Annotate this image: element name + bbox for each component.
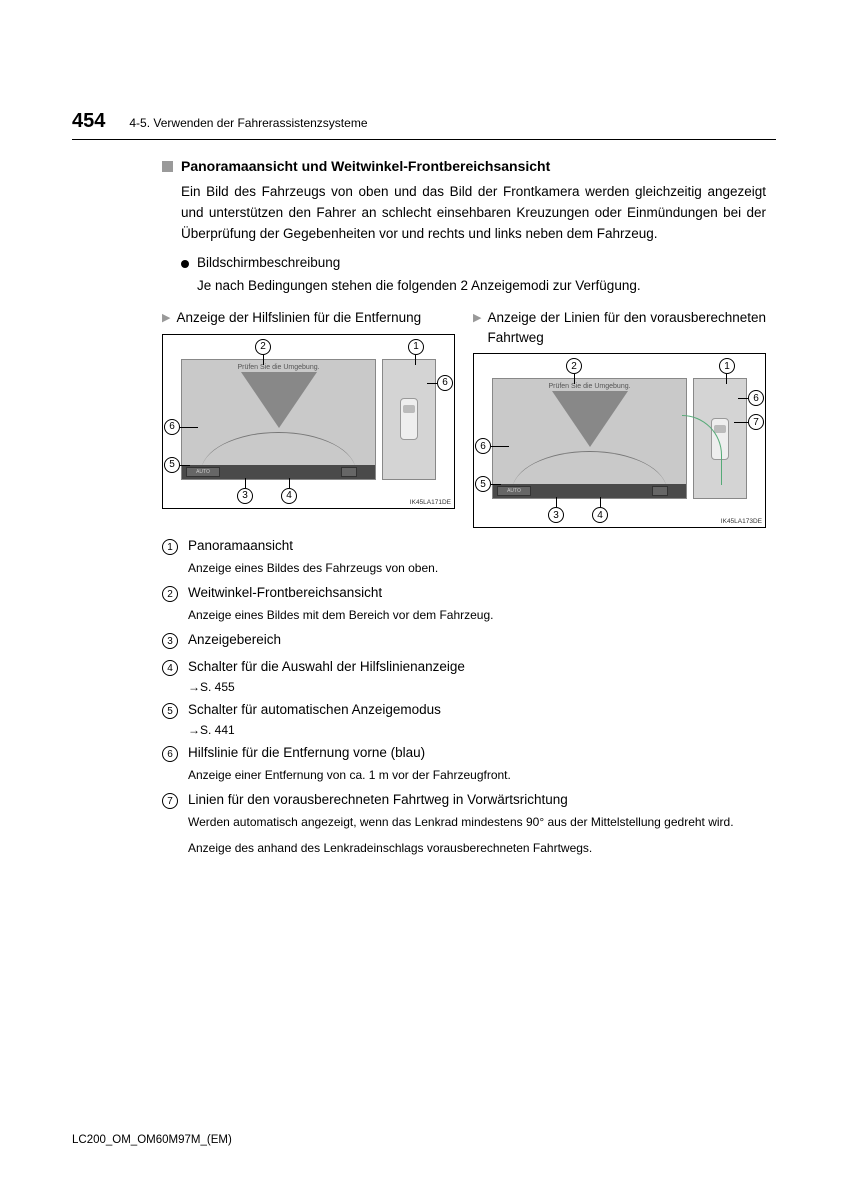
camera-screen: Prüfen Sie die Umgebung. AUTO [492, 378, 687, 499]
legend-item: 6 Hilfslinie für die Entfernung vorne (b… [162, 745, 766, 762]
legend-item: 1 Panoramaansicht [162, 538, 766, 555]
callout-1: 1 [719, 358, 735, 374]
callout-line [574, 374, 575, 384]
diagram-left: Prüfen Sie die Umgebung. AUTO 2 1 [162, 334, 455, 509]
right-column: ▶ Anzeige der Linien für den vorausberec… [473, 308, 766, 528]
callout-6b: 6 [164, 419, 180, 435]
callout-line [738, 398, 748, 399]
page-header: 454 4-5. Verwenden der Fahrerassistenzsy… [72, 110, 776, 140]
car-icon [400, 398, 418, 440]
section-title: Panoramaansicht und Weitwinkel-Frontbere… [162, 158, 766, 174]
legend-number: 2 [162, 586, 178, 602]
intro-paragraph: Ein Bild des Fahrzeugs von oben und das … [181, 182, 766, 245]
fov-shape [552, 391, 628, 447]
callout-1: 1 [408, 339, 424, 355]
legend-number: 6 [162, 746, 178, 762]
right-caption: Anzeige der Linien für den vorausberechn… [487, 308, 766, 347]
callout-7: 7 [748, 414, 764, 430]
square-bullet-icon [162, 161, 173, 172]
callout-6b: 6 [475, 438, 491, 454]
callout-6: 6 [437, 375, 453, 391]
legend-title: Weitwinkel-Frontbereichsansicht [188, 585, 382, 600]
callout-3: 3 [237, 488, 253, 504]
sub-text: Je nach Bedingungen stehen die folgenden… [197, 276, 766, 296]
callout-line [180, 427, 198, 428]
callout-line [734, 422, 748, 423]
legend-ref: →S. 441 [188, 723, 766, 737]
callout-line [491, 446, 509, 447]
legend-title: Linien für den vorausberechneten Fahrtwe… [188, 792, 568, 807]
legend-item: 4 Schalter für die Auswahl der Hilfslini… [162, 659, 766, 676]
legend-number: 3 [162, 633, 178, 649]
callout-line [726, 374, 727, 384]
callout-line [427, 383, 437, 384]
title-text: Panoramaansicht und Weitwinkel-Frontbere… [181, 158, 550, 174]
legend-desc: Anzeige des anhand des Lenkradeinschlags… [188, 839, 766, 857]
legend-ref: →S. 455 [188, 680, 766, 694]
callout-line [415, 355, 416, 365]
panorama-pane [693, 378, 747, 499]
screen-overlay-text: Prüfen Sie die Umgebung. [493, 383, 686, 390]
triangle-icon: ▶ [473, 311, 481, 324]
callout-line [491, 484, 501, 485]
screen-overlay-text: Prüfen Sie die Umgebung. [182, 364, 375, 371]
callout-line [180, 465, 190, 466]
legend-number: 5 [162, 703, 178, 719]
camera-screen: Prüfen Sie die Umgebung. AUTO [181, 359, 376, 480]
legend-number: 7 [162, 793, 178, 809]
callout-6: 6 [748, 390, 764, 406]
legend-title: Panoramaansicht [188, 538, 293, 553]
callout-line [263, 355, 264, 365]
legend-item: 5 Schalter für automatischen Anzeigemodu… [162, 702, 766, 719]
legend-title: Hilfslinie für die Entfernung vorne (bla… [188, 745, 425, 760]
fov-shape [241, 372, 317, 428]
callout-2: 2 [255, 339, 271, 355]
round-bullet-icon [181, 260, 189, 268]
legend-number: 4 [162, 660, 178, 676]
auto-button: AUTO [497, 486, 531, 496]
triangle-icon: ▶ [162, 311, 170, 324]
callout-line [600, 497, 601, 507]
auto-button: AUTO [186, 467, 220, 477]
legend-desc: Anzeige einer Entfernung von ca. 1 m vor… [188, 766, 766, 784]
callout-4: 4 [592, 507, 608, 523]
legend-item: 3 Anzeigebereich [162, 632, 766, 649]
callout-line [556, 497, 557, 507]
mode-button [341, 467, 357, 477]
mode-button [652, 486, 668, 496]
callout-2: 2 [566, 358, 582, 374]
legend-desc: Anzeige eines Bildes mit dem Bereich vor… [188, 606, 766, 624]
legend-item: 7 Linien für den vorausberechneten Fahrt… [162, 792, 766, 809]
callout-5: 5 [164, 457, 180, 473]
left-caption-row: ▶ Anzeige der Hilfslinien für die Entfer… [162, 308, 455, 328]
sub-bullet-text: Bildschirmbeschreibung [197, 255, 340, 270]
callout-line [245, 478, 246, 488]
legend-title: Schalter für automatischen Anzeigemodus [188, 702, 441, 717]
left-column: ▶ Anzeige der Hilfslinien für die Entfer… [162, 308, 455, 528]
callout-5: 5 [475, 476, 491, 492]
image-code: IK45LA171DE [410, 499, 451, 506]
legend-item: 2 Weitwinkel-Frontbereichsansicht [162, 585, 766, 602]
legend-desc: Anzeige eines Bildes des Fahrzeugs von o… [188, 559, 766, 577]
legend-title: Schalter für die Auswahl der Hilfslinien… [188, 659, 465, 674]
right-caption-row: ▶ Anzeige der Linien für den vorausberec… [473, 308, 766, 347]
legend-list: 1 Panoramaansicht Anzeige eines Bildes d… [162, 538, 766, 857]
footer-code: LC200_OM_OM60M97M_(EM) [72, 1134, 232, 1146]
diagram-columns: ▶ Anzeige der Hilfslinien für die Entfer… [162, 308, 766, 528]
callout-line [289, 478, 290, 488]
callout-4: 4 [281, 488, 297, 504]
page-number: 454 [72, 110, 105, 133]
legend-desc: Werden automatisch angezeigt, wenn das L… [188, 813, 766, 831]
left-caption: Anzeige der Hilfslinien für die Entfernu… [176, 308, 421, 328]
diagram-right: Prüfen Sie die Umgebung. AUTO 2 1 [473, 353, 766, 528]
callout-3: 3 [548, 507, 564, 523]
image-code: IK45LA173DE [721, 518, 762, 525]
panorama-pane [382, 359, 436, 480]
section-label: 4-5. Verwenden der Fahrerassistenzsystem… [129, 116, 367, 130]
legend-title: Anzeigebereich [188, 632, 281, 647]
sub-bullet-row: Bildschirmbeschreibung [181, 255, 766, 270]
legend-number: 1 [162, 539, 178, 555]
